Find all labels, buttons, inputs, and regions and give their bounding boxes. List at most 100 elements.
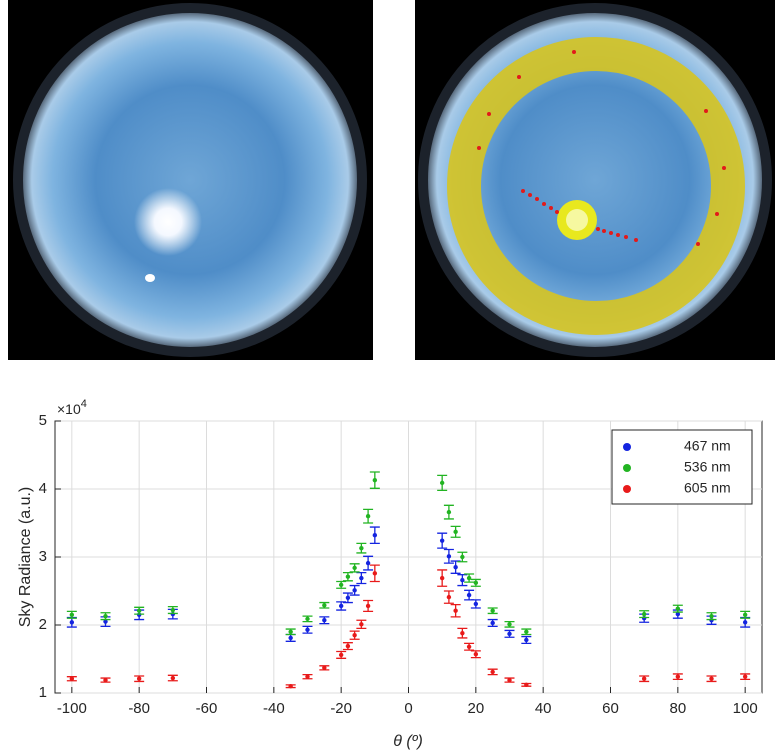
data-point — [453, 529, 458, 535]
data-point — [69, 676, 75, 681]
data-point — [473, 601, 479, 607]
data-point — [365, 603, 371, 609]
x-tick-label: 40 — [535, 700, 552, 717]
data-point — [466, 644, 472, 649]
data-point — [359, 575, 364, 581]
data-point — [742, 612, 748, 617]
data-point — [372, 533, 378, 538]
legend-label: 605 nm — [684, 480, 731, 496]
data-point — [359, 545, 364, 551]
x-tick-label: -60 — [196, 700, 218, 717]
x-tick-label: -100 — [57, 700, 87, 717]
data-point — [69, 620, 75, 625]
data-point — [439, 538, 445, 543]
data-point — [524, 629, 529, 634]
data-point — [338, 652, 344, 658]
data-point — [322, 603, 327, 608]
data-point — [345, 595, 351, 600]
x-tick-label: 0 — [404, 700, 412, 717]
data-point — [460, 577, 465, 583]
data-point — [103, 619, 108, 624]
data-point — [338, 603, 344, 609]
data-point — [641, 611, 647, 617]
data-point — [453, 608, 458, 613]
data-point — [136, 608, 142, 613]
x-tick-label: 20 — [467, 700, 484, 717]
y-tick-label: 4 — [39, 480, 47, 497]
data-point — [675, 674, 681, 679]
data-point — [359, 622, 364, 627]
data-point — [345, 643, 351, 649]
data-point — [103, 677, 108, 683]
data-point — [524, 637, 529, 643]
data-point — [675, 611, 681, 617]
data-point — [322, 665, 327, 671]
data-point — [345, 574, 351, 579]
data-point — [439, 480, 445, 486]
x-axis-label: θ (º) — [393, 733, 423, 750]
x-tick-label: 100 — [733, 700, 758, 717]
data-point — [365, 514, 371, 519]
legend-label: 467 nm — [684, 438, 731, 454]
data-point — [641, 676, 647, 681]
x-tick-label: -20 — [330, 700, 352, 717]
data-point — [473, 580, 479, 586]
y-multiplier: ×104 — [57, 398, 87, 417]
data-point — [507, 622, 512, 627]
data-point — [372, 571, 378, 576]
data-point — [136, 676, 142, 681]
data-point — [322, 618, 327, 623]
data-point — [460, 554, 465, 560]
sky-image-left — [8, 0, 373, 360]
data-point — [490, 608, 495, 613]
y-axis-label: Sky Radiance (a.u.) — [17, 487, 34, 628]
data-point — [288, 629, 293, 634]
y-tick-label: 1 — [39, 684, 47, 701]
legend-marker — [623, 464, 631, 472]
y-tick-label: 5 — [39, 412, 47, 429]
data-point — [288, 635, 293, 641]
data-point — [709, 613, 714, 619]
data-point — [352, 565, 357, 571]
data-point — [709, 676, 714, 681]
x-tick-label: -80 — [128, 700, 150, 717]
plot: Sky Radiance (a.u.) θ (º) ×104 -100 -80 -6… — [17, 398, 763, 750]
data-point — [446, 509, 452, 515]
data-point — [305, 674, 310, 679]
x-tick-label: 80 — [669, 700, 686, 717]
data-point — [338, 582, 344, 588]
legend-label: 536 nm — [684, 459, 731, 475]
data-point — [466, 575, 472, 581]
data-point — [170, 675, 176, 681]
y-multiplier-exponent: 4 — [81, 398, 87, 410]
data-point — [460, 630, 465, 636]
data-point — [69, 612, 75, 617]
data-point — [372, 477, 378, 483]
data-point — [742, 620, 748, 625]
data-point — [288, 684, 293, 689]
data-point — [352, 633, 357, 638]
data-point — [103, 613, 108, 619]
sky-image-right — [415, 0, 775, 360]
data-point — [507, 631, 512, 637]
legend-frame — [611, 429, 753, 505]
data-point — [490, 669, 495, 675]
data-point — [305, 627, 310, 632]
data-point — [490, 620, 495, 626]
legend: 467 nm 536 nm 605 nm — [611, 429, 753, 505]
data-point — [365, 560, 371, 566]
data-point — [446, 554, 452, 559]
y-multiplier-base: ×10 — [57, 401, 81, 417]
data-point — [439, 575, 445, 581]
x-tick-label: 60 — [602, 700, 619, 717]
data-point — [170, 607, 176, 613]
y-tick-label: 3 — [39, 548, 47, 565]
data-point — [675, 606, 681, 611]
data-point — [742, 674, 748, 679]
y-tick-label: 2 — [39, 616, 47, 633]
data-point — [453, 565, 458, 570]
data-point — [305, 616, 310, 622]
x-tick-label: -40 — [263, 700, 285, 717]
data-point — [466, 592, 472, 598]
